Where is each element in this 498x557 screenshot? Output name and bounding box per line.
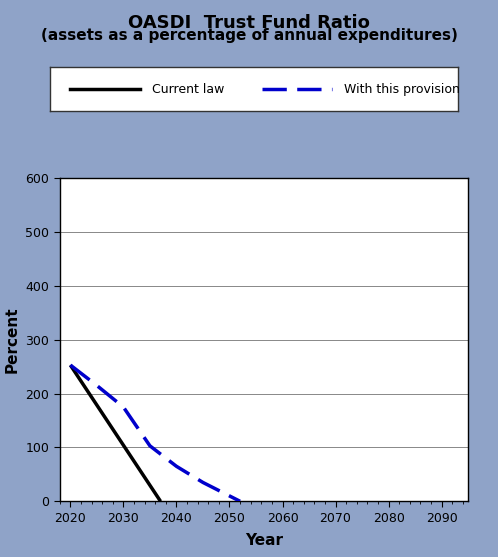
- Text: (assets as a percentage of annual expenditures): (assets as a percentage of annual expend…: [40, 28, 458, 43]
- Text: OASDI  Trust Fund Ratio: OASDI Trust Fund Ratio: [128, 14, 370, 32]
- Text: Current law: Current law: [152, 82, 224, 96]
- Y-axis label: Percent: Percent: [5, 306, 20, 373]
- X-axis label: Year: Year: [245, 533, 283, 548]
- Text: With this provision: With this provision: [344, 82, 460, 96]
